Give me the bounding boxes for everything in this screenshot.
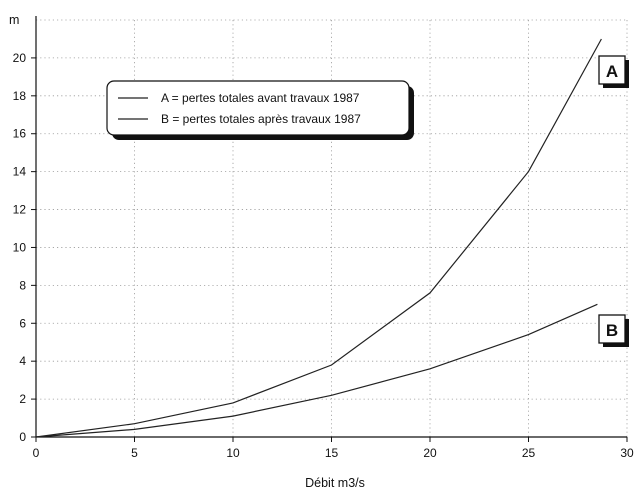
x-tick-label: 5 — [131, 446, 138, 460]
x-tick-label: 15 — [325, 446, 339, 460]
y-tick-label: 0 — [19, 430, 26, 444]
legend-box — [106, 80, 410, 136]
y-tick-label: 10 — [13, 240, 27, 254]
tag-b-letter: B — [606, 321, 618, 340]
y-tick-label: 20 — [13, 51, 27, 65]
x-tick-label: 0 — [33, 446, 40, 460]
legend-label-b: B = pertes totales après travaux 1987 — [161, 112, 361, 126]
tag-b-box — [598, 314, 626, 344]
legend-label-a: A = pertes totales avant travaux 1987 — [161, 91, 360, 105]
y-tick-label: 12 — [13, 203, 27, 217]
y-tick-label: 16 — [13, 127, 27, 141]
ticks-layer: 0 5 10 15 20 25 30 0 2 4 6 8 10 12 14 16 18 20 — [13, 51, 634, 460]
y-tick-label: 8 — [19, 278, 26, 292]
series-line-b — [35, 303, 598, 438]
x-tick-label: 30 — [620, 446, 634, 460]
y-tick-label: 14 — [13, 165, 27, 179]
x-tick-label: 20 — [423, 446, 437, 460]
y-tick-label: 6 — [19, 316, 26, 330]
series-tag-a: A — [598, 55, 629, 88]
y-tick-label: 4 — [19, 354, 26, 368]
series-tag-b: B — [598, 314, 629, 347]
tag-a-box — [598, 55, 626, 85]
x-tick-label: 25 — [522, 446, 536, 460]
y-tick-label: 2 — [19, 392, 26, 406]
x-tick-label: 10 — [226, 446, 240, 460]
tag-a-letter: A — [606, 62, 618, 81]
y-axis-label: m — [9, 13, 19, 27]
y-tick-label: 18 — [13, 89, 27, 103]
series-layer — [35, 38, 602, 438]
legend: A = pertes totales avant travaux 1987 B … — [106, 80, 414, 140]
series-line-a — [35, 38, 602, 438]
x-axis-label: Débit m3/s — [305, 476, 365, 490]
